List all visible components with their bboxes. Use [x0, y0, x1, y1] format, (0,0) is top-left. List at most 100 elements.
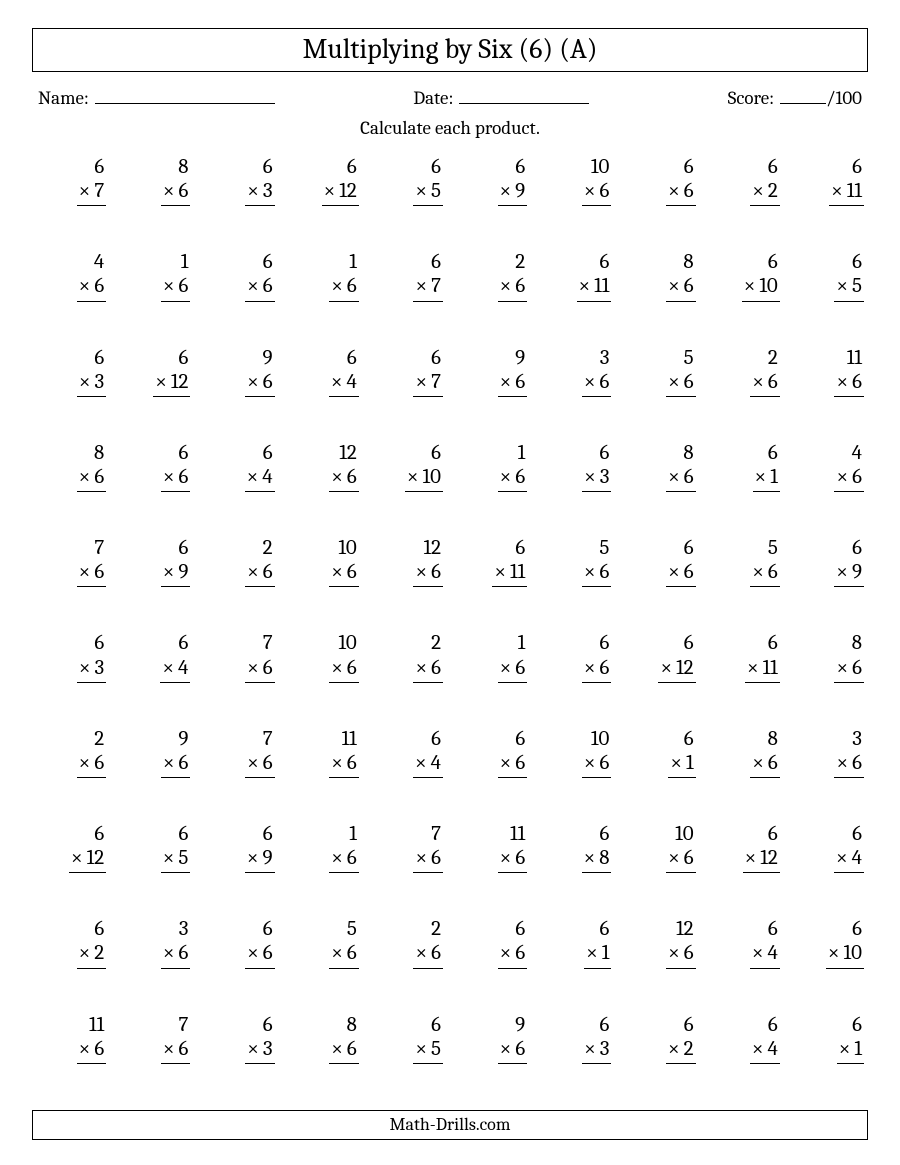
times-symbol: × [163, 751, 175, 775]
multiplicand: 6 [515, 917, 527, 941]
times-symbol: × [415, 1037, 427, 1061]
problem: 6×11 [457, 536, 527, 587]
times-symbol: × [247, 560, 259, 584]
multiplier: 6 [431, 941, 441, 965]
multiplier: 9 [515, 179, 525, 203]
multiplicand: 6 [600, 917, 612, 941]
multiplicand: 6 [684, 1013, 696, 1037]
multiplier: 3 [600, 1037, 610, 1061]
multiplier: 4 [767, 1037, 777, 1061]
multiplier: 11 [594, 274, 609, 298]
date-blank[interactable] [459, 86, 589, 104]
multiplier: 6 [179, 274, 189, 298]
multiplier: 2 [94, 941, 104, 965]
multiplier-row: ×11 [745, 656, 780, 683]
multiplier: 6 [684, 846, 694, 870]
multiplicand: 11 [89, 1013, 106, 1037]
times-symbol: × [71, 846, 83, 870]
multiplicand: 6 [179, 346, 191, 370]
multiplicand: 6 [684, 536, 696, 560]
multiplier-row: ×6 [498, 370, 528, 397]
problem: 7×6 [204, 727, 274, 778]
problem: 6×6 [625, 155, 695, 206]
multiplier: 11 [510, 560, 525, 584]
multiplier-row: ×6 [161, 274, 191, 301]
times-symbol: × [324, 179, 336, 203]
times-symbol: × [79, 370, 91, 394]
multiplicand: 2 [768, 346, 780, 370]
problem: 7×6 [373, 822, 443, 873]
multiplicand: 6 [600, 822, 612, 846]
times-symbol: × [836, 751, 848, 775]
multiplier-row: ×6 [498, 846, 528, 873]
problem: 1×6 [289, 250, 359, 301]
multiplicand: 10 [338, 631, 358, 655]
times-symbol: × [79, 941, 91, 965]
name-blank[interactable] [95, 86, 275, 104]
multiplicand: 3 [852, 727, 864, 751]
times-symbol: × [500, 465, 512, 489]
multiplier-row: ×3 [582, 1037, 611, 1064]
multiplicand: 6 [263, 822, 275, 846]
times-symbol: × [584, 465, 596, 489]
multiplicand: 6 [768, 250, 780, 274]
multiplicand: 6 [431, 346, 443, 370]
multiplier: 6 [263, 370, 273, 394]
multiplier: 6 [852, 370, 862, 394]
score-field: Score: /100 [728, 86, 862, 109]
multiplier: 6 [852, 751, 862, 775]
multiplicand: 5 [347, 917, 359, 941]
problem: 3×6 [120, 917, 190, 968]
problem: 2×6 [204, 536, 274, 587]
problem: 11×6 [36, 1013, 106, 1064]
score-blank[interactable] [780, 86, 826, 104]
multiplicand: 7 [431, 822, 443, 846]
multiplier-row: ×8 [582, 846, 612, 873]
multiplicand: 5 [768, 536, 780, 560]
multiplier: 6 [852, 465, 862, 489]
multiplicand: 6 [852, 155, 864, 179]
problem: 6×7 [373, 346, 443, 397]
multiplicand: 11 [510, 822, 527, 846]
multiplicand: 6 [263, 917, 275, 941]
multiplicand: 3 [179, 917, 191, 941]
multiplier: 1 [854, 1037, 862, 1061]
multiplier-row: ×1 [584, 941, 611, 968]
multiplier: 6 [347, 656, 357, 680]
multiplier-row: ×6 [582, 656, 612, 683]
multiplier-row: ×6 [245, 751, 275, 778]
multiplicand: 1 [349, 822, 359, 846]
times-symbol: × [247, 274, 259, 298]
multiplier: 6 [431, 560, 441, 584]
problem: 6×6 [204, 250, 274, 301]
problem: 6×6 [625, 536, 695, 587]
multiplicand: 8 [683, 250, 695, 274]
multiplicand: 6 [768, 155, 780, 179]
times-symbol: × [500, 1037, 512, 1061]
problem: 10×6 [541, 155, 611, 206]
multiplier-row: ×6 [834, 370, 864, 397]
multiplier-row: ×6 [666, 179, 696, 206]
footer-text: Math-Drills.com [390, 1114, 511, 1135]
multiplier: 6 [600, 656, 610, 680]
multiplier: 7 [94, 179, 104, 203]
multiplicand: 6 [600, 631, 612, 655]
multiplier-row: ×6 [582, 560, 612, 587]
multiplicand: 8 [94, 441, 106, 465]
times-symbol: × [584, 846, 596, 870]
times-symbol: × [415, 941, 427, 965]
times-symbol: × [752, 751, 764, 775]
times-symbol: × [752, 941, 764, 965]
problem: 6×4 [710, 917, 780, 968]
problem: 4×6 [36, 250, 106, 301]
problem: 2×6 [373, 631, 443, 682]
multiplier: 3 [600, 465, 610, 489]
multiplier: 6 [179, 179, 189, 203]
instruction: Calculate each product. [32, 117, 868, 139]
problem: 3×6 [541, 346, 611, 397]
multiplier-row: ×7 [413, 274, 443, 301]
multiplier: 10 [844, 941, 862, 965]
problem: 6×9 [794, 536, 864, 587]
multiplier: 6 [263, 941, 273, 965]
multiplicand: 6 [179, 822, 191, 846]
